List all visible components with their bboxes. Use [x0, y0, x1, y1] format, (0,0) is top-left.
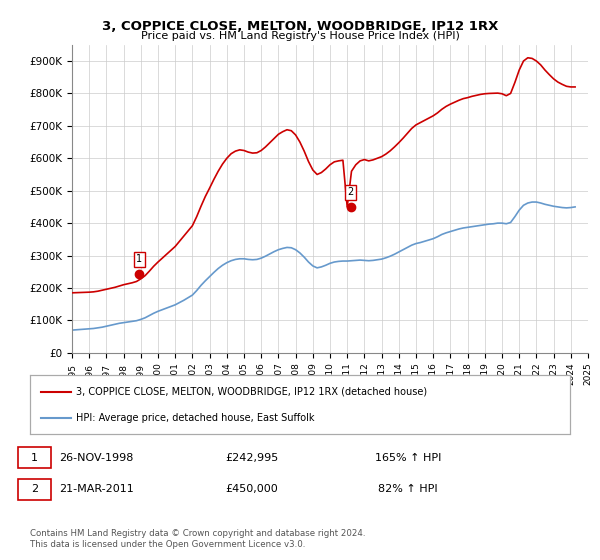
FancyBboxPatch shape: [18, 447, 51, 468]
Text: £450,000: £450,000: [226, 484, 278, 494]
Text: 3, COPPICE CLOSE, MELTON, WOODBRIDGE, IP12 1RX (detached house): 3, COPPICE CLOSE, MELTON, WOODBRIDGE, IP…: [76, 386, 427, 396]
Text: 165% ↑ HPI: 165% ↑ HPI: [375, 452, 441, 463]
Text: £242,995: £242,995: [226, 452, 278, 463]
Text: 21-MAR-2011: 21-MAR-2011: [59, 484, 133, 494]
Text: 82% ↑ HPI: 82% ↑ HPI: [378, 484, 438, 494]
Text: 26-NOV-1998: 26-NOV-1998: [59, 452, 133, 463]
Text: HPI: Average price, detached house, East Suffolk: HPI: Average price, detached house, East…: [76, 413, 314, 423]
Text: Price paid vs. HM Land Registry's House Price Index (HPI): Price paid vs. HM Land Registry's House …: [140, 31, 460, 41]
FancyBboxPatch shape: [18, 479, 51, 500]
Text: 2: 2: [31, 484, 38, 494]
Text: 1: 1: [31, 452, 38, 463]
Text: 3, COPPICE CLOSE, MELTON, WOODBRIDGE, IP12 1RX: 3, COPPICE CLOSE, MELTON, WOODBRIDGE, IP…: [102, 20, 498, 32]
Text: Contains HM Land Registry data © Crown copyright and database right 2024.
This d: Contains HM Land Registry data © Crown c…: [30, 529, 365, 549]
Text: 2: 2: [347, 187, 354, 197]
Text: 1: 1: [136, 254, 142, 264]
